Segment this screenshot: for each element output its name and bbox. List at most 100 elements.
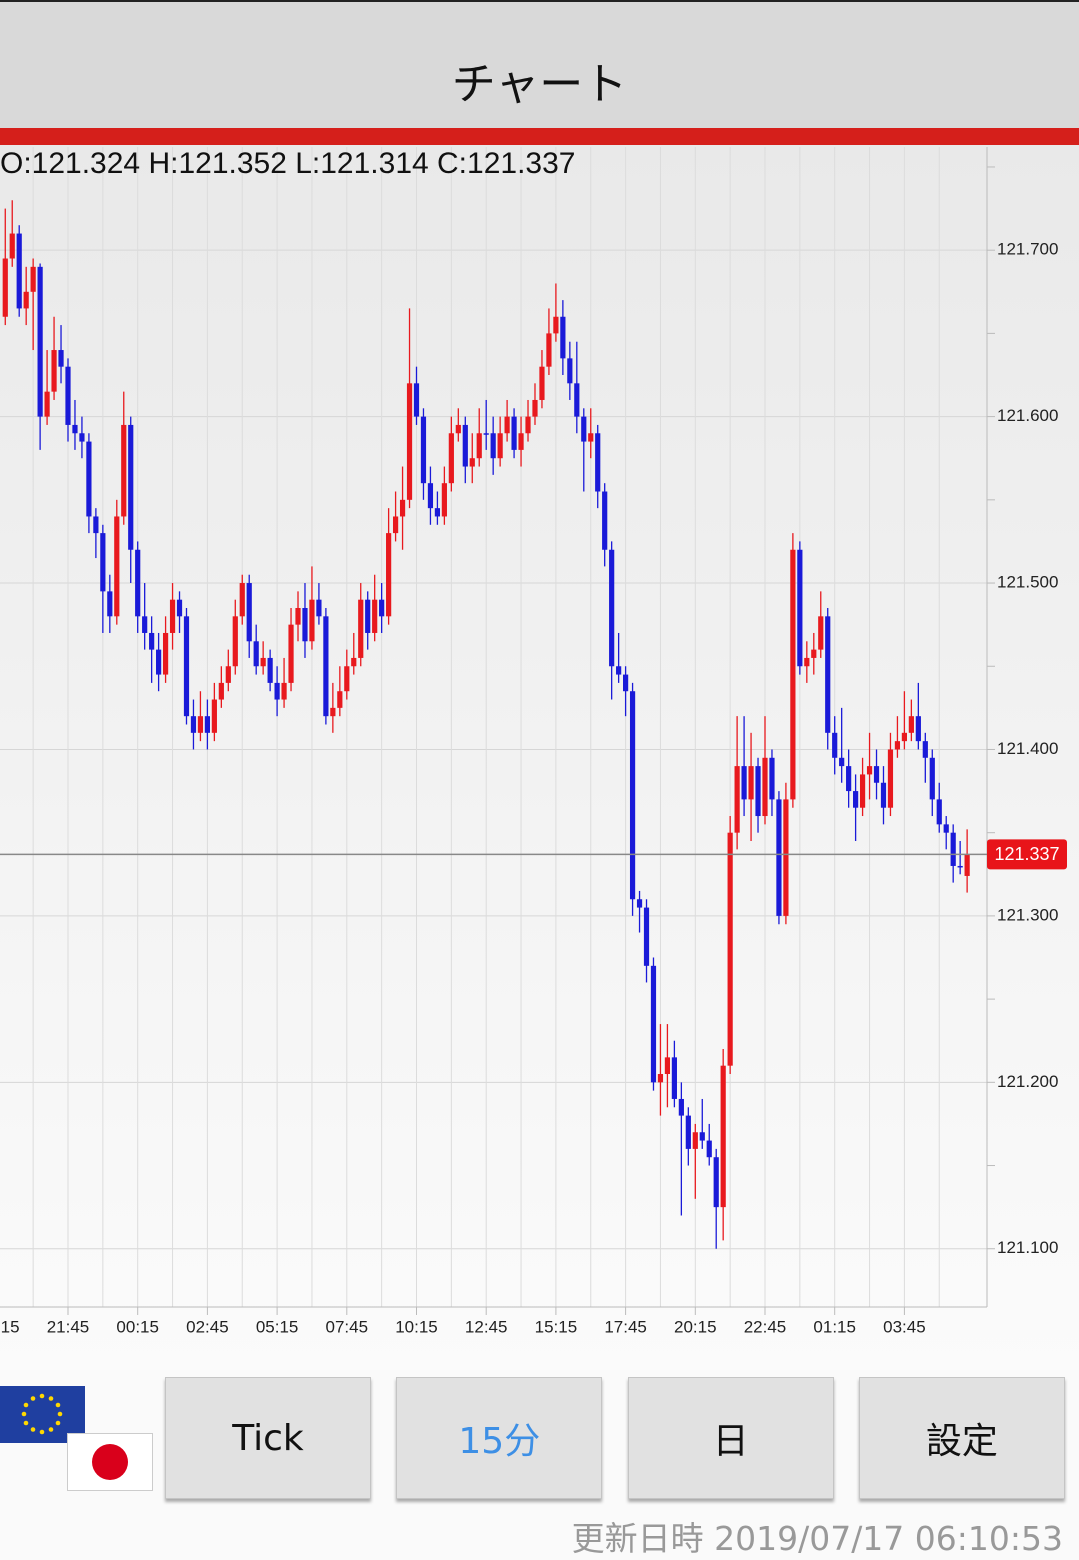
x-tick-label: 22:45 xyxy=(744,1317,787,1336)
candle-body xyxy=(135,549,141,617)
candle-body xyxy=(79,433,85,442)
x-tick-label: 00:15 xyxy=(116,1317,159,1336)
candle-body xyxy=(553,316,559,334)
candle-body xyxy=(281,682,287,700)
candle-body xyxy=(420,416,427,484)
candle-body xyxy=(678,1098,684,1116)
axes: 121.100 121.200 121.300 121.400 121.500 121.6… xyxy=(0,147,1067,1336)
candle-body xyxy=(748,766,754,800)
candle-body xyxy=(957,865,963,868)
candle-body xyxy=(302,608,308,642)
candle-body xyxy=(685,1115,691,1149)
candle-body xyxy=(358,599,364,658)
candle-body xyxy=(86,441,92,517)
candle-body xyxy=(887,749,894,808)
candle-body xyxy=(100,533,106,592)
candle-body xyxy=(253,641,259,667)
candle-body xyxy=(288,624,294,683)
candle-body xyxy=(839,757,845,767)
candle-body xyxy=(880,782,887,808)
candle-body xyxy=(811,649,817,658)
candle-body xyxy=(183,616,190,717)
candle-body xyxy=(915,716,921,742)
candle-body xyxy=(399,499,406,517)
candle-body xyxy=(225,666,231,683)
chart-background xyxy=(0,145,1079,1370)
candle-body xyxy=(156,649,162,675)
interval-button[interactable]: 15分 xyxy=(396,1377,603,1499)
candle-body xyxy=(211,699,217,733)
candle-body xyxy=(455,424,461,434)
app-bar: チャート xyxy=(0,0,1079,128)
candle-body xyxy=(762,757,768,817)
candle-body xyxy=(351,657,357,667)
candle-body xyxy=(128,424,134,550)
candle-body xyxy=(337,691,343,708)
candle-body xyxy=(162,632,169,675)
candle-body xyxy=(149,632,155,650)
candle-body xyxy=(469,458,475,467)
candle-body xyxy=(246,583,252,642)
interval-button[interactable]: 設定 xyxy=(858,1377,1065,1499)
candle-body xyxy=(511,416,517,450)
y-tick-label: 121.400 xyxy=(997,739,1058,758)
candle-body xyxy=(37,266,43,417)
candle-body xyxy=(964,854,970,876)
candle-body xyxy=(476,433,482,459)
candle-body xyxy=(727,832,733,1066)
candle-body xyxy=(950,832,956,866)
interval-button[interactable]: 日 xyxy=(627,1377,834,1499)
candle-body xyxy=(93,516,99,534)
candle-body xyxy=(413,383,420,417)
candle-body xyxy=(853,791,859,808)
candle-body xyxy=(755,766,761,817)
candle-body xyxy=(629,691,636,900)
candle-body xyxy=(574,383,580,417)
candle-body xyxy=(142,616,148,633)
candle-body xyxy=(922,741,928,758)
candle-body xyxy=(804,657,810,667)
candle-body xyxy=(818,616,824,650)
candles xyxy=(2,200,970,1249)
x-tick-label: 12:45 xyxy=(465,1317,508,1336)
candle-body xyxy=(866,766,873,775)
candle-body xyxy=(546,333,552,367)
y-tick-label: 121.500 xyxy=(997,573,1058,592)
candle-body xyxy=(274,682,280,700)
candle-body xyxy=(58,350,64,367)
candle-body xyxy=(316,599,322,617)
candle-body xyxy=(392,516,399,534)
candle-body xyxy=(671,1057,677,1099)
candle-body xyxy=(943,824,949,833)
candle-body xyxy=(65,366,71,425)
candle-body xyxy=(734,766,740,833)
candle-body xyxy=(2,258,8,317)
candle-body xyxy=(846,766,852,792)
x-tick-label: 02:45 xyxy=(186,1317,229,1336)
currency-flags xyxy=(0,1386,153,1491)
x-tick-label: 05:15 xyxy=(256,1317,299,1336)
candle-body xyxy=(929,757,935,800)
candle-body xyxy=(169,599,176,633)
candle-body xyxy=(713,1157,719,1208)
x-tick-label: 03:45 xyxy=(883,1317,926,1336)
candle-body xyxy=(23,291,29,309)
candle-body xyxy=(44,391,50,417)
candle-body xyxy=(936,799,942,825)
candle-body xyxy=(706,1140,712,1158)
candle-body xyxy=(720,1065,726,1208)
candle-body xyxy=(497,433,503,459)
candle-body xyxy=(309,599,315,642)
candle-body xyxy=(121,424,127,517)
candle-body xyxy=(790,549,796,800)
interval-button[interactable]: Tick xyxy=(165,1377,371,1499)
candle-body xyxy=(434,508,441,517)
candle-body xyxy=(825,616,831,733)
candle-body xyxy=(504,416,510,434)
candle-body xyxy=(873,766,880,783)
candle-body xyxy=(30,266,36,292)
candle-body xyxy=(323,616,329,717)
candle-body xyxy=(232,616,238,667)
candle-body xyxy=(107,591,113,617)
